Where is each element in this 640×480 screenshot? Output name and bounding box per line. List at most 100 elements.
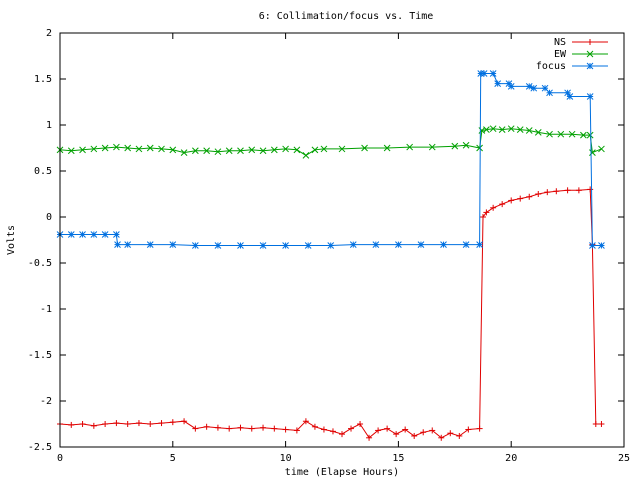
data-point [226,425,233,432]
data-point [67,231,75,238]
data-point [507,125,515,133]
data-point [534,129,542,136]
data-point [192,242,199,249]
data-point [535,191,542,197]
y-tick-label: -2 [40,396,52,407]
data-point [329,428,336,435]
data-point [384,425,391,432]
data-point [508,197,515,204]
data-point [598,145,605,153]
data-point [114,241,121,248]
y-tick-label: -1 [40,304,52,315]
data-point [516,126,524,133]
data-point [592,421,599,427]
data-point [566,93,574,100]
data-point [302,418,309,425]
data-point [589,242,596,249]
plot-area [56,70,605,441]
data-point [546,130,553,138]
data-point [135,145,143,153]
x-tick-label: 15 [392,453,404,464]
data-point [494,80,502,87]
y-tick-label: 1.5 [34,74,52,85]
data-point [498,126,506,133]
data-point [146,144,154,152]
y-tick-label: 0 [46,212,52,223]
data-point [490,204,497,211]
x-axis: 0 5 10 15 20 25 [57,33,630,464]
data-point [102,421,109,427]
data-point [282,145,289,153]
data-point [67,147,75,155]
data-point [293,146,301,154]
series-line-ns [59,188,602,439]
x-tick-label: 25 [618,453,630,464]
data-point [79,231,86,238]
data-point [451,142,459,150]
data-point [181,418,188,425]
data-point [553,188,560,195]
data-point [135,420,142,427]
data-point [169,241,177,248]
data-point [489,70,497,77]
data-point [417,241,425,248]
data-point [349,241,357,248]
data-point [302,152,310,159]
plot-frame [59,32,625,448]
data-point [124,144,132,152]
x-tick-label: 20 [505,453,517,464]
series-line-focus [60,73,602,246]
x-tick-label: 10 [280,453,292,464]
data-point [462,141,470,149]
data-point [507,83,515,90]
data-point [338,145,346,153]
chart-title: 6: Collimation/focus vs. Time [259,11,434,22]
data-point [580,131,587,139]
series-ew [56,125,605,159]
x-tick-label: 0 [57,453,63,464]
data-point [225,147,233,155]
y-tick-label: -0.5 [28,258,52,269]
data-point [282,426,289,433]
data-point [113,143,120,151]
data-point [90,231,98,238]
legend-marker [586,62,594,70]
x-tick-label: 5 [170,453,176,464]
data-point [124,421,131,427]
data-point [489,125,497,133]
data-point [480,214,486,220]
data-point [90,422,97,429]
data-point [476,241,483,248]
data-point [438,434,445,441]
data-point [192,147,199,155]
data-point [124,241,132,248]
legend-label: EW [554,49,567,60]
y-tick-label: -2.5 [28,442,52,453]
data-point [79,146,86,154]
data-point [271,425,278,432]
data-point [259,242,267,249]
data-point [447,430,454,437]
data-point [192,425,199,432]
data-point [169,419,176,426]
y-tick-label: -1.5 [28,350,52,361]
data-point [101,144,109,152]
data-point [395,241,402,248]
data-point [248,425,255,432]
data-point [79,421,86,427]
data-point [146,241,154,248]
series-ns [57,186,605,441]
data-point [589,149,596,156]
data-point [282,242,289,249]
data-point [402,426,409,433]
data-point [598,421,605,427]
data-point [180,149,188,156]
data-point [598,242,605,249]
data-point [348,425,355,432]
data-point [320,145,328,153]
data-point [259,147,267,155]
data-point [147,421,154,427]
legend-marker [586,50,594,58]
data-point [530,84,538,92]
